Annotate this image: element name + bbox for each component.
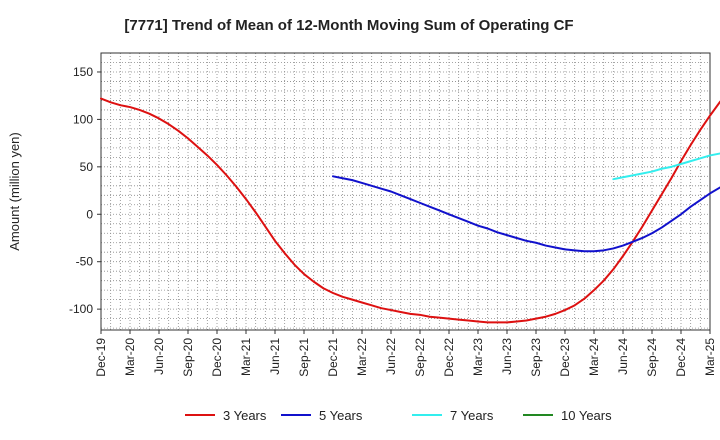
x-tick-label: Mar-23 <box>471 338 485 376</box>
series-group <box>100 97 720 324</box>
plot-area <box>100 52 711 331</box>
x-tick-label: Sep-20 <box>181 338 195 377</box>
x-tick-label: Dec-22 <box>442 338 456 377</box>
legend-label: 3 Years <box>223 408 267 423</box>
x-tick-label: Mar-22 <box>355 338 369 376</box>
y-tick-label: 100 <box>73 112 93 126</box>
x-tick-label: Sep-24 <box>645 338 659 377</box>
x-tick-label: Jun-23 <box>500 338 514 375</box>
y-tick-label: 0 <box>86 207 93 221</box>
series-line-5-years <box>332 175 720 253</box>
y-tick-label: -100 <box>69 302 93 316</box>
y-tick-label: -50 <box>76 255 94 269</box>
x-tick-label: Dec-23 <box>558 338 572 377</box>
x-tick-label: Mar-25 <box>703 338 717 376</box>
legend-label: 10 Years <box>561 408 612 423</box>
x-tick-label: Jun-21 <box>268 338 282 375</box>
y-axis: 150 100 50 0 -50 -100 <box>69 65 101 316</box>
chart-title: [7771] Trend of Mean of 12-Month Moving … <box>124 17 573 34</box>
x-tick-label: Sep-22 <box>413 338 427 377</box>
y-axis-label: Amount (million yen) <box>7 132 22 251</box>
legend-label: 7 Years <box>450 408 494 423</box>
x-tick-label: Dec-21 <box>326 338 340 377</box>
x-tick-label: Mar-20 <box>123 338 137 376</box>
x-tick-label: Dec-19 <box>94 338 108 377</box>
x-tick-label: Mar-21 <box>239 338 253 376</box>
x-tick-label: Sep-23 <box>529 338 543 377</box>
series-line-3-years <box>100 97 720 324</box>
x-tick-label: Sep-21 <box>297 338 311 377</box>
x-tick-label: Jun-20 <box>152 338 166 375</box>
x-tick-label: Dec-24 <box>674 338 688 377</box>
legend-label: 5 Years <box>319 408 363 423</box>
y-tick-label: 50 <box>80 160 94 174</box>
x-tick-label: Jun-24 <box>616 338 630 375</box>
x-tick-label: Mar-24 <box>587 338 601 376</box>
grid <box>101 53 710 330</box>
x-tick-label: Jun-22 <box>384 338 398 375</box>
x-axis: Dec-19 Mar-20 Jun-20 Sep-20 Dec-20 Mar-21 Jun-… <box>94 330 717 377</box>
x-tick-label: Dec-20 <box>210 338 224 377</box>
legend: 3 Years 5 Years 7 Years 10 Years <box>185 408 612 423</box>
series-line-7-years <box>612 152 720 181</box>
y-tick-label: 150 <box>73 65 93 79</box>
